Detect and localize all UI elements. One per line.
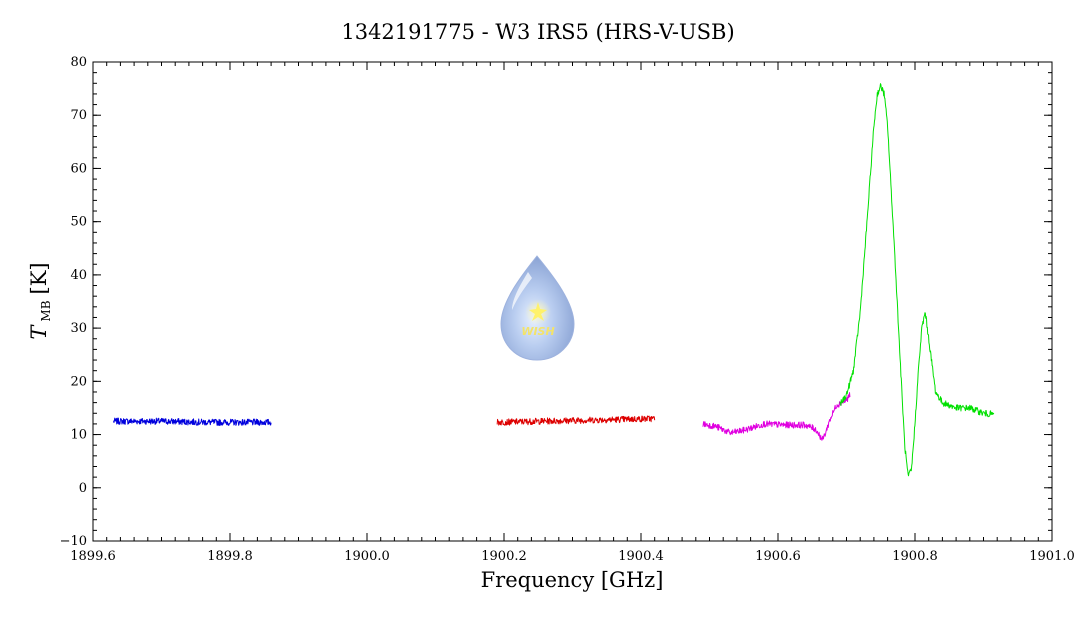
y-tick-label: 50	[70, 215, 87, 230]
x-tick-label: 1899.6	[70, 549, 116, 564]
y-tick-label: 70	[70, 108, 87, 123]
y-tick-label: 10	[70, 428, 87, 443]
logo-text: WISH	[521, 325, 554, 338]
y-axis-label-main: T	[27, 324, 51, 340]
svg-text:TMB[K]: T MB [K]	[27, 262, 53, 339]
x-tick-label: 1900.8	[892, 549, 938, 564]
y-axis-label-sub: MB	[39, 300, 53, 321]
series-group	[113, 83, 995, 477]
y-axis-label: T MB [K]	[27, 262, 53, 339]
y-tick-label: 0	[79, 481, 87, 496]
y-tick-label: 30	[70, 321, 87, 336]
wish-logo: WISH	[500, 255, 575, 361]
y-tick-label: 80	[70, 55, 87, 70]
y-tick-label: 60	[70, 161, 87, 176]
chart-title: 1342191775 - W3 IRS5 (HRS-V-USB)	[341, 20, 734, 44]
series-line-2	[496, 415, 656, 426]
x-tick-label: 1900.0	[344, 549, 390, 564]
x-tick-label: 1899.8	[207, 549, 253, 564]
axis-ticks	[92, 61, 1053, 542]
y-tick-label: 20	[70, 374, 87, 389]
series-line-1	[113, 417, 272, 426]
x-axis-label: Frequency [GHz]	[481, 568, 664, 592]
y-axis-label-unit: [K]	[27, 262, 51, 294]
y-tick-label: −10	[60, 534, 87, 549]
series-line-3	[702, 392, 851, 441]
series-line-4	[839, 83, 995, 477]
y-tick-label: 40	[70, 268, 87, 283]
y-tick-labels: −10 0 10 20 30 40 50 60 70 80	[60, 55, 87, 549]
x-tick-label: 1900.4	[618, 549, 664, 564]
x-tick-label: 1901.0	[1029, 549, 1075, 564]
plot-frame	[92, 61, 1053, 542]
x-tick-label: 1900.6	[755, 549, 801, 564]
x-tick-labels: 1899.6 1899.8 1900.0 1900.2 1900.4 1900.6 1900…	[70, 549, 1075, 564]
x-tick-label: 1900.2	[481, 549, 527, 564]
